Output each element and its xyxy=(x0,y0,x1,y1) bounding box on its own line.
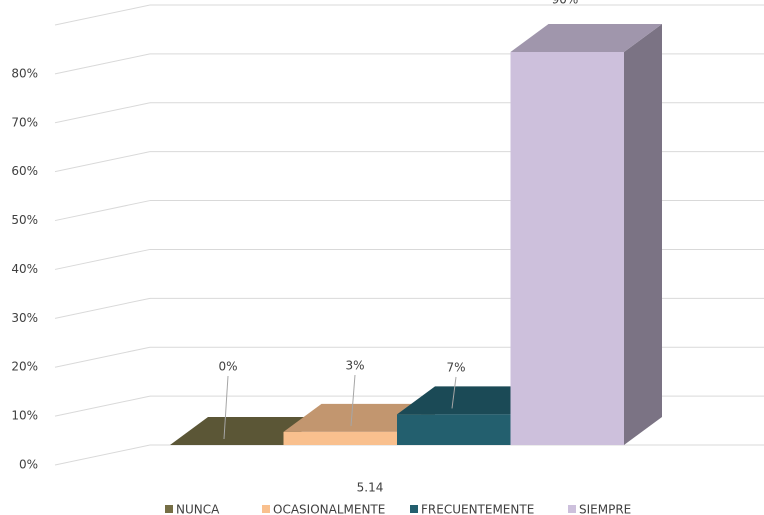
leader-line xyxy=(451,376,457,409)
leader-line xyxy=(223,375,229,440)
grid-line xyxy=(54,444,151,466)
legend-label: FRECUENTEMENTE xyxy=(421,503,534,515)
legend-label: NUNCA xyxy=(176,503,220,515)
grid-line xyxy=(54,395,151,417)
y-tick-label: 20% xyxy=(11,360,38,374)
data-label: 90% xyxy=(552,0,579,7)
y-tick-label: 30% xyxy=(11,311,38,325)
y-tick-label: 0% xyxy=(19,458,38,472)
bar xyxy=(397,414,511,445)
bar-side xyxy=(624,24,662,445)
bar-top xyxy=(510,24,662,52)
grid-line xyxy=(54,4,151,26)
grid-line xyxy=(54,151,151,173)
grid-line xyxy=(54,346,151,368)
y-tick-label: 50% xyxy=(11,213,38,227)
bar xyxy=(510,52,624,445)
x-axis-label: 5.14 xyxy=(357,481,384,495)
y-tick-label: 60% xyxy=(11,164,38,178)
y-tick-label: 40% xyxy=(11,262,38,276)
data-label: 3% xyxy=(345,359,364,373)
grid-line xyxy=(54,248,151,270)
y-tick-label: 10% xyxy=(11,409,38,423)
bar xyxy=(283,431,397,445)
legend-swatch xyxy=(410,505,418,513)
grid-line xyxy=(54,200,151,222)
legend-swatch xyxy=(262,505,270,513)
data-label: 0% xyxy=(218,360,237,374)
grid-line xyxy=(54,102,151,124)
y-tick-label: 70% xyxy=(11,115,38,129)
legend-swatch xyxy=(568,505,576,513)
legend-label: OCASIONALMENTE xyxy=(273,503,385,515)
leader-line xyxy=(350,374,356,426)
grid-line xyxy=(54,53,151,75)
grid-line xyxy=(54,297,151,319)
legend-swatch xyxy=(165,505,173,513)
legend-label: SIEMPRE xyxy=(579,503,631,515)
y-tick-label: 80% xyxy=(11,66,38,80)
data-label: 7% xyxy=(446,361,465,375)
